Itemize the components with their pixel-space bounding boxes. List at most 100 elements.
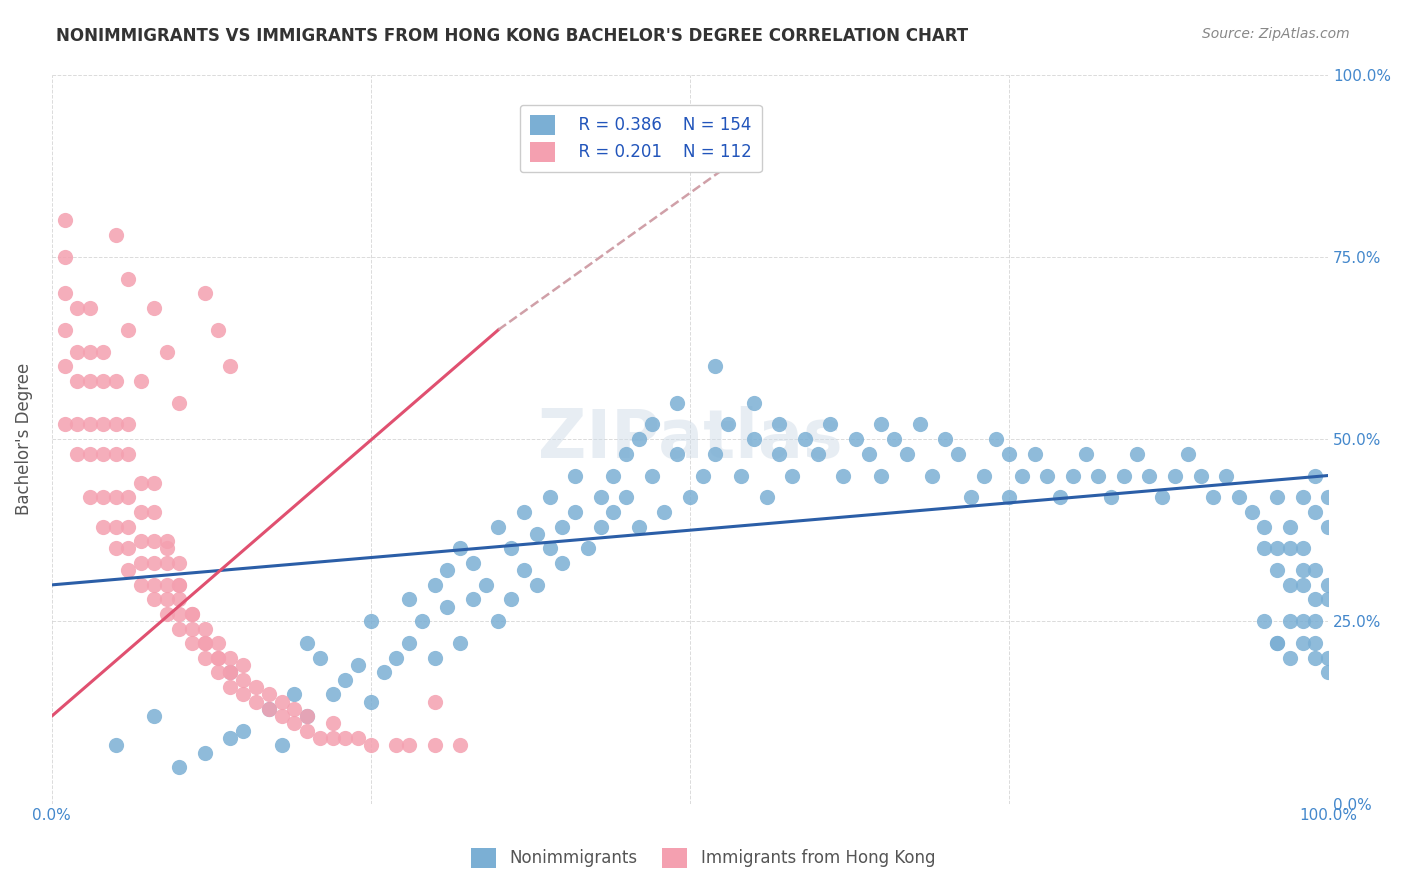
Point (156, 534, 179, 549)
Point (169, 760, 191, 774)
Point (283, 687, 305, 701)
Point (295, 709, 318, 723)
Point (1317, 592, 1340, 607)
Point (704, 447, 727, 461)
Point (181, 622, 204, 636)
Point (308, 731, 330, 745)
Point (398, 592, 420, 607)
Point (245, 680, 267, 694)
Point (169, 395, 191, 409)
Point (436, 599, 458, 614)
Point (436, 563, 458, 577)
Point (79, 301, 101, 315)
Point (194, 636, 217, 650)
Point (1317, 650, 1340, 665)
Point (1036, 468, 1059, 483)
Point (207, 665, 229, 680)
Point (883, 432, 905, 446)
Point (194, 286, 217, 301)
Point (129, 578, 152, 592)
Point (1317, 519, 1340, 533)
Point (104, 447, 127, 461)
Point (768, 417, 790, 432)
Point (308, 650, 330, 665)
Point (219, 359, 242, 373)
Point (283, 702, 305, 716)
Point (1202, 491, 1225, 505)
Point (169, 592, 191, 607)
Point (117, 271, 139, 285)
Point (156, 541, 179, 556)
Point (1278, 519, 1301, 533)
Point (1253, 519, 1275, 533)
Point (1291, 491, 1313, 505)
Point (117, 541, 139, 556)
Point (589, 519, 612, 533)
Point (194, 636, 217, 650)
Point (423, 578, 446, 592)
Point (538, 541, 561, 556)
Point (666, 447, 689, 461)
Point (1278, 650, 1301, 665)
Point (295, 723, 318, 738)
Point (513, 505, 536, 519)
Point (194, 650, 217, 665)
Point (501, 592, 523, 607)
Text: ZIPatlas: ZIPatlas (537, 406, 842, 472)
Point (156, 556, 179, 570)
Point (79, 491, 101, 505)
Point (870, 468, 893, 483)
Point (104, 519, 127, 533)
Point (1291, 563, 1313, 577)
Point (194, 746, 217, 760)
Point (219, 665, 242, 680)
Point (973, 468, 995, 483)
Point (934, 432, 956, 446)
Point (627, 519, 650, 533)
Point (946, 447, 969, 461)
Point (768, 447, 790, 461)
Point (564, 505, 586, 519)
Point (360, 694, 382, 708)
Point (398, 739, 420, 753)
Point (1152, 491, 1174, 505)
Point (576, 541, 599, 556)
Point (513, 563, 536, 577)
Point (858, 447, 880, 461)
Point (602, 505, 624, 519)
Point (1253, 541, 1275, 556)
Point (104, 491, 127, 505)
Point (232, 658, 254, 673)
Point (921, 468, 943, 483)
Point (117, 417, 139, 432)
Point (91, 374, 114, 388)
Point (142, 709, 165, 723)
Point (181, 607, 204, 621)
Point (526, 578, 548, 592)
Point (602, 468, 624, 483)
Point (1278, 541, 1301, 556)
Point (1291, 636, 1313, 650)
Point (129, 475, 152, 490)
Point (373, 665, 395, 680)
Point (1291, 578, 1313, 592)
Point (347, 658, 370, 673)
Point (295, 709, 318, 723)
Point (1305, 592, 1327, 607)
Point (551, 556, 574, 570)
Point (998, 491, 1021, 505)
Y-axis label: Bachelor's Degree: Bachelor's Degree (15, 363, 32, 516)
Point (1177, 447, 1199, 461)
Point (614, 447, 637, 461)
Point (270, 739, 292, 753)
Point (986, 432, 1008, 446)
Point (832, 468, 855, 483)
Point (91, 417, 114, 432)
Point (79, 374, 101, 388)
Point (845, 432, 868, 446)
Point (1011, 468, 1033, 483)
Point (896, 447, 918, 461)
Point (564, 468, 586, 483)
Point (156, 578, 179, 592)
Point (806, 447, 828, 461)
